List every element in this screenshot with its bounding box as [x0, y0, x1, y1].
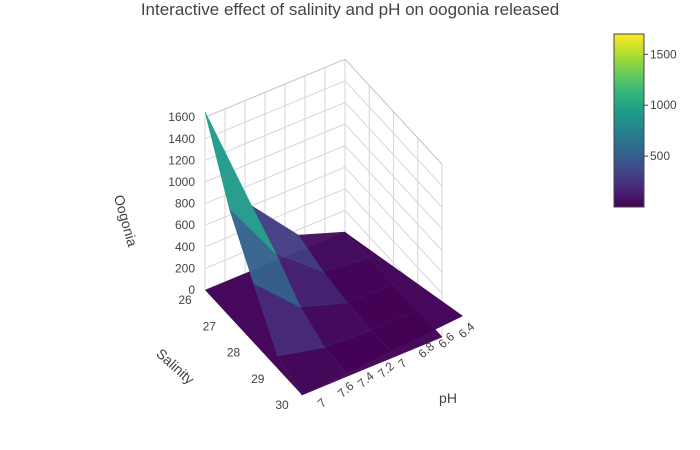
z-axis: 0 200 400 600 800 1000 1200 1400 1600 Oogonia: [111, 110, 195, 297]
colorbar-tick-label: 1500: [650, 47, 677, 61]
surface-patch[interactable]: [204, 111, 277, 254]
salinity-tick-label: 27: [203, 319, 217, 333]
salinity-axis-title: Salinity: [153, 345, 197, 387]
z-tick-label: 600: [175, 218, 195, 232]
surface[interactable]: [204, 111, 443, 396]
ph-tick-label: 6.4: [456, 319, 478, 341]
salinity-tick-label: 30: [275, 398, 289, 412]
ph-tick-label: 7: [315, 395, 330, 410]
z-tick-label: 0: [188, 283, 195, 297]
ph-tick-label: 6.6: [435, 329, 457, 351]
chart-title: Interactive effect of salinity and pH on…: [140, 0, 560, 19]
z-tick-label: 200: [175, 261, 195, 275]
ph-axis-title: pH: [439, 390, 457, 406]
salinity-tick-label: 29: [251, 372, 265, 386]
z-axis-title: Oogonia: [111, 193, 141, 248]
colorbar-tick-label: 500: [650, 149, 670, 163]
ph-tick-label: 7.4: [355, 369, 377, 391]
colorbar-gradient: [613, 33, 645, 208]
ph-tick-label: 7.6: [335, 379, 357, 401]
z-tick-label: 1400: [168, 132, 195, 146]
colorbar-tick-label: 1000: [650, 98, 677, 112]
ph-tick-label: 7: [395, 356, 410, 371]
z-tick-label: 800: [175, 197, 195, 211]
colorbar: 500 1000 1500: [613, 33, 677, 208]
z-tick-label: 1600: [168, 110, 195, 124]
z-tick-label: 1200: [168, 153, 195, 167]
z-tick-label: 400: [175, 240, 195, 254]
z-tick-label: 1000: [168, 175, 195, 189]
salinity-tick-label: 28: [227, 346, 241, 360]
salinity-tick-label: 26: [178, 293, 192, 307]
